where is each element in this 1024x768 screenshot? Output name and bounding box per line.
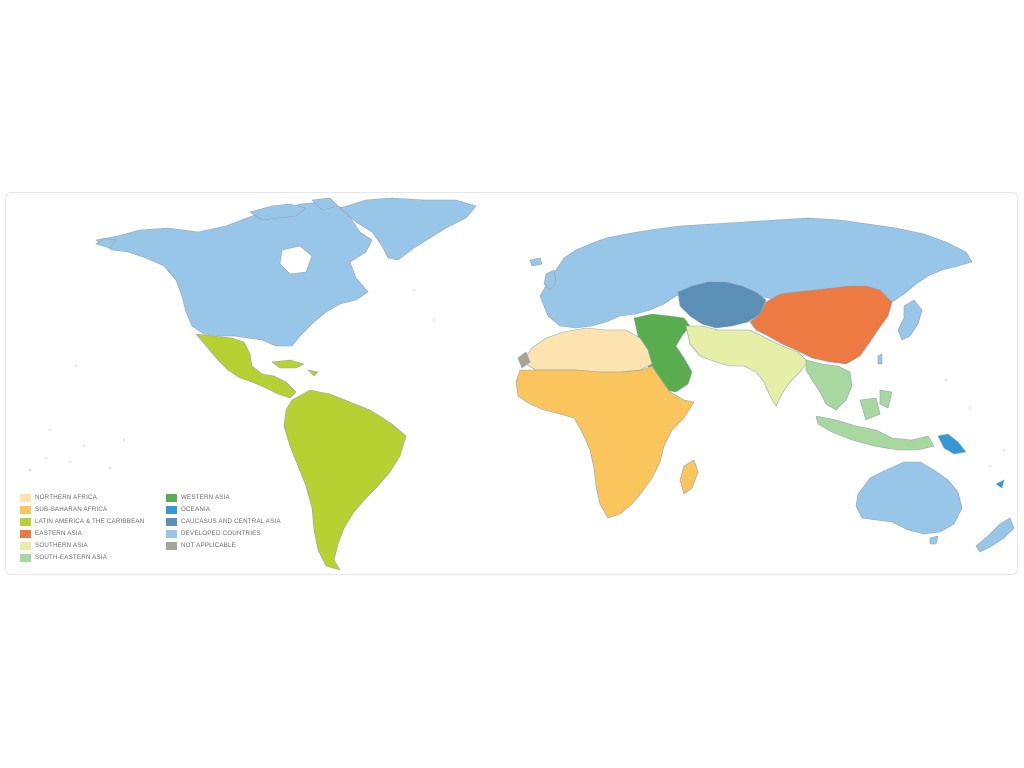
region-hudson-bay xyxy=(279,245,313,275)
region-mexico-central-america xyxy=(195,333,297,399)
pacific-islands xyxy=(28,289,1005,501)
region-new-zealand xyxy=(975,517,1015,553)
legend-item-developed-countries: DEVELOPED COUNTRIES xyxy=(166,529,316,539)
region-japan xyxy=(897,299,923,341)
region-southern-asia xyxy=(685,325,809,407)
region-australia xyxy=(855,461,963,535)
region-south-america xyxy=(283,389,407,571)
region-greenland xyxy=(339,197,477,261)
legend-label: DEVELOPED COUNTRIES xyxy=(181,530,261,537)
legend-swatch xyxy=(166,542,177,550)
region-northern-africa xyxy=(521,327,653,373)
legend-swatch xyxy=(20,530,31,538)
legend-item-south-eastern-asia: SOUTH-EASTERN ASIA xyxy=(20,553,170,563)
legend-swatch xyxy=(20,494,31,502)
legend-label: WESTERN ASIA xyxy=(181,494,230,501)
legend-item-southern-asia: SOUTHERN ASIA xyxy=(20,541,170,551)
legend-item-western-asia: WESTERN ASIA xyxy=(166,493,316,503)
region-oceania xyxy=(937,433,1005,489)
legend-label: SOUTH-EASTERN ASIA xyxy=(35,554,108,561)
legend-swatch xyxy=(20,518,31,526)
legend-swatch xyxy=(166,530,177,538)
legend-swatch xyxy=(20,506,31,514)
legend-item-caucasus-central-asia: CAUCASUS AND CENTRAL ASIA xyxy=(166,517,316,527)
region-taiwan xyxy=(877,353,883,365)
legend-swatch xyxy=(20,542,31,550)
region-western-sahara xyxy=(517,351,531,369)
legend-item-oceania: OCEANIA xyxy=(166,505,316,515)
legend-label: EASTERN ASIA xyxy=(35,530,83,537)
region-arctic-islands xyxy=(249,197,339,221)
legend-label: LATIN AMERICA & THE CARIBBEAN xyxy=(35,518,145,525)
legend-item-northern-africa: NORTHERN AFRICA xyxy=(20,493,170,503)
legend-item-not-applicable: NOT APPLICABLE xyxy=(166,541,316,551)
legend-swatch xyxy=(166,506,177,514)
region-north-america xyxy=(95,201,373,347)
region-uk-iceland xyxy=(529,257,557,291)
legend-item-latin-america: LATIN AMERICA & THE CARIBBEAN xyxy=(20,517,170,527)
region-tasmania xyxy=(929,535,939,545)
legend-label: CAUCASUS AND CENTRAL ASIA xyxy=(181,518,281,525)
legend-label: OCEANIA xyxy=(181,506,211,513)
map-frame xyxy=(5,192,1018,575)
region-sub-saharan-africa xyxy=(515,365,695,519)
region-europe-russia xyxy=(539,217,973,329)
legend-label: SUB-SAHARAN AFRICA xyxy=(35,506,108,513)
region-madagascar xyxy=(679,459,699,495)
region-south-eastern-asia xyxy=(805,359,935,451)
map-legend: NORTHERN AFRICA SUB-SAHARAN AFRICA LATIN… xyxy=(20,493,320,565)
legend-swatch xyxy=(166,518,177,526)
legend-swatch xyxy=(20,554,31,562)
legend-item-eastern-asia: EASTERN ASIA xyxy=(20,529,170,539)
legend-label: NOT APPLICABLE xyxy=(181,542,236,549)
region-eastern-asia xyxy=(749,285,893,365)
region-alaska-tip xyxy=(95,237,117,249)
legend-item-sub-saharan-africa: SUB-SAHARAN AFRICA xyxy=(20,505,170,515)
legend-swatch xyxy=(166,494,177,502)
legend-label: SOUTHERN ASIA xyxy=(35,542,88,549)
region-caribbean xyxy=(271,359,319,377)
legend-label: NORTHERN AFRICA xyxy=(35,494,98,501)
